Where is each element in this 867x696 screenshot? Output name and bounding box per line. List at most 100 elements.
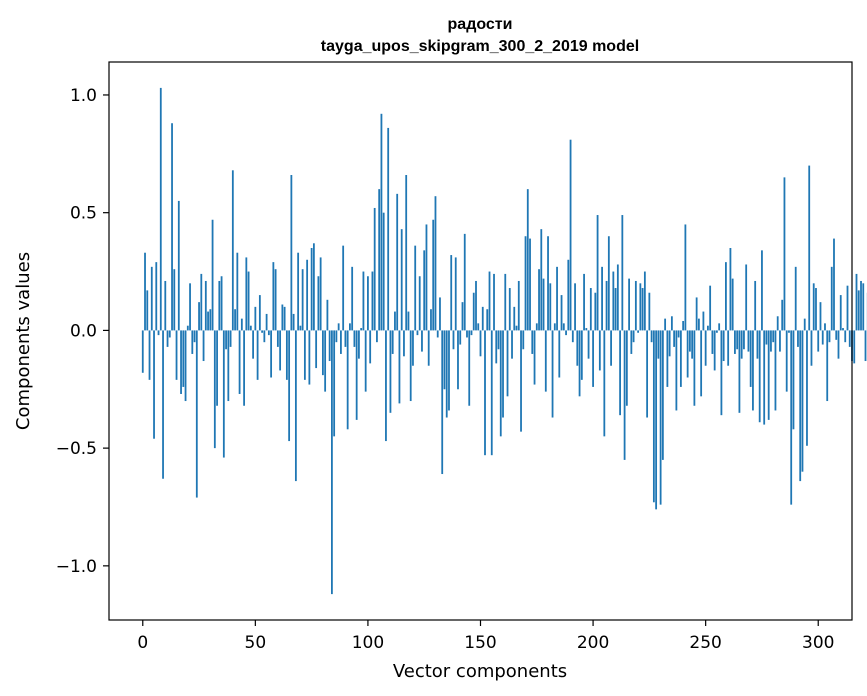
bar-151 xyxy=(481,306,484,331)
bar-70 xyxy=(299,325,302,331)
bar-42 xyxy=(236,252,239,331)
bar-228 xyxy=(655,330,658,510)
bar-305 xyxy=(828,330,831,343)
bar-166 xyxy=(515,325,518,331)
bar-208 xyxy=(610,330,612,366)
bar-229 xyxy=(657,330,660,359)
bar-158 xyxy=(497,330,500,350)
bar-292 xyxy=(799,330,802,482)
bar-241 xyxy=(684,224,687,331)
bar-187 xyxy=(562,323,565,331)
bar-33 xyxy=(216,330,218,406)
bar-191 xyxy=(571,330,574,343)
bar-236 xyxy=(673,330,676,347)
bar-0 xyxy=(141,330,144,373)
bar-209 xyxy=(612,271,615,331)
bar-28 xyxy=(204,280,207,331)
bar-122 xyxy=(416,330,419,336)
bar-149 xyxy=(477,323,480,331)
bar-12 xyxy=(168,330,171,338)
bar-168 xyxy=(520,330,522,432)
bar-79 xyxy=(319,257,322,331)
bar-199 xyxy=(589,288,592,331)
bar-243 xyxy=(688,330,691,352)
bar-94 xyxy=(353,330,356,347)
bar-192 xyxy=(574,283,576,331)
bar-2 xyxy=(146,290,149,331)
bar-260 xyxy=(727,330,730,366)
bar-310 xyxy=(839,295,842,331)
bar-153 xyxy=(486,309,489,331)
bar-129 xyxy=(432,219,435,331)
bar-277 xyxy=(765,330,768,345)
bar-14 xyxy=(173,269,176,331)
bar-150 xyxy=(479,330,482,357)
bar-306 xyxy=(830,266,833,331)
bar-26 xyxy=(200,273,203,331)
bar-44 xyxy=(240,318,243,331)
bar-295 xyxy=(806,330,808,446)
bar-20 xyxy=(186,325,189,331)
bar-185 xyxy=(558,330,561,378)
bar-194 xyxy=(578,330,581,397)
bar-24 xyxy=(195,330,198,498)
bar-74 xyxy=(308,330,311,385)
bar-103 xyxy=(373,207,376,331)
bar-152 xyxy=(484,330,486,456)
x-tick-label: 250 xyxy=(689,633,721,653)
bar-146 xyxy=(470,330,473,336)
bar-60 xyxy=(276,330,279,347)
bar-107 xyxy=(382,212,385,331)
bar-95 xyxy=(355,330,358,420)
bar-303 xyxy=(824,323,826,331)
x-tick-label: 100 xyxy=(352,633,384,653)
bar-96 xyxy=(358,330,360,359)
bar-138 xyxy=(452,330,455,350)
bar-279 xyxy=(770,330,772,352)
bar-43 xyxy=(238,330,241,394)
bar-198 xyxy=(587,330,590,359)
bar-77 xyxy=(315,330,318,369)
bar-249 xyxy=(702,311,705,331)
bar-76 xyxy=(312,243,315,331)
bar-231 xyxy=(661,330,664,460)
bar-205 xyxy=(603,330,606,437)
bar-288 xyxy=(790,330,793,505)
bar-29 xyxy=(207,311,209,331)
bar-32 xyxy=(213,330,216,449)
bar-182 xyxy=(551,330,554,418)
bar-222 xyxy=(641,288,644,331)
bar-174 xyxy=(533,330,536,385)
x-axis-ticks: 0 50 100 150 200 250 300 xyxy=(137,620,834,653)
bar-39 xyxy=(229,330,232,347)
bar-294 xyxy=(803,318,806,331)
x-tick-label: 150 xyxy=(464,633,496,653)
bar-50 xyxy=(254,306,257,331)
bar-89 xyxy=(342,245,345,331)
bar-132 xyxy=(439,297,441,331)
bar-283 xyxy=(779,330,781,352)
bar-312 xyxy=(844,330,847,343)
x-tick-label: 300 xyxy=(802,633,834,653)
bar-11 xyxy=(166,330,169,347)
bar-230 xyxy=(659,330,662,505)
bar-67 xyxy=(292,313,295,331)
bar-140 xyxy=(457,330,459,390)
bar-115 xyxy=(400,229,403,331)
bar-90 xyxy=(344,330,347,347)
bar-261 xyxy=(729,248,732,331)
bar-85 xyxy=(333,330,336,437)
bar-284 xyxy=(781,299,784,331)
bar-18 xyxy=(182,330,185,387)
bar-296 xyxy=(808,165,811,331)
bar-161 xyxy=(504,273,507,331)
bar-257 xyxy=(720,330,723,416)
bar-171 xyxy=(526,189,529,331)
bar-62 xyxy=(281,304,284,331)
bar-196 xyxy=(583,273,585,331)
bar-55 xyxy=(265,313,268,331)
bar-73 xyxy=(306,259,309,331)
bar-6 xyxy=(155,262,158,331)
bar-269 xyxy=(747,330,750,352)
